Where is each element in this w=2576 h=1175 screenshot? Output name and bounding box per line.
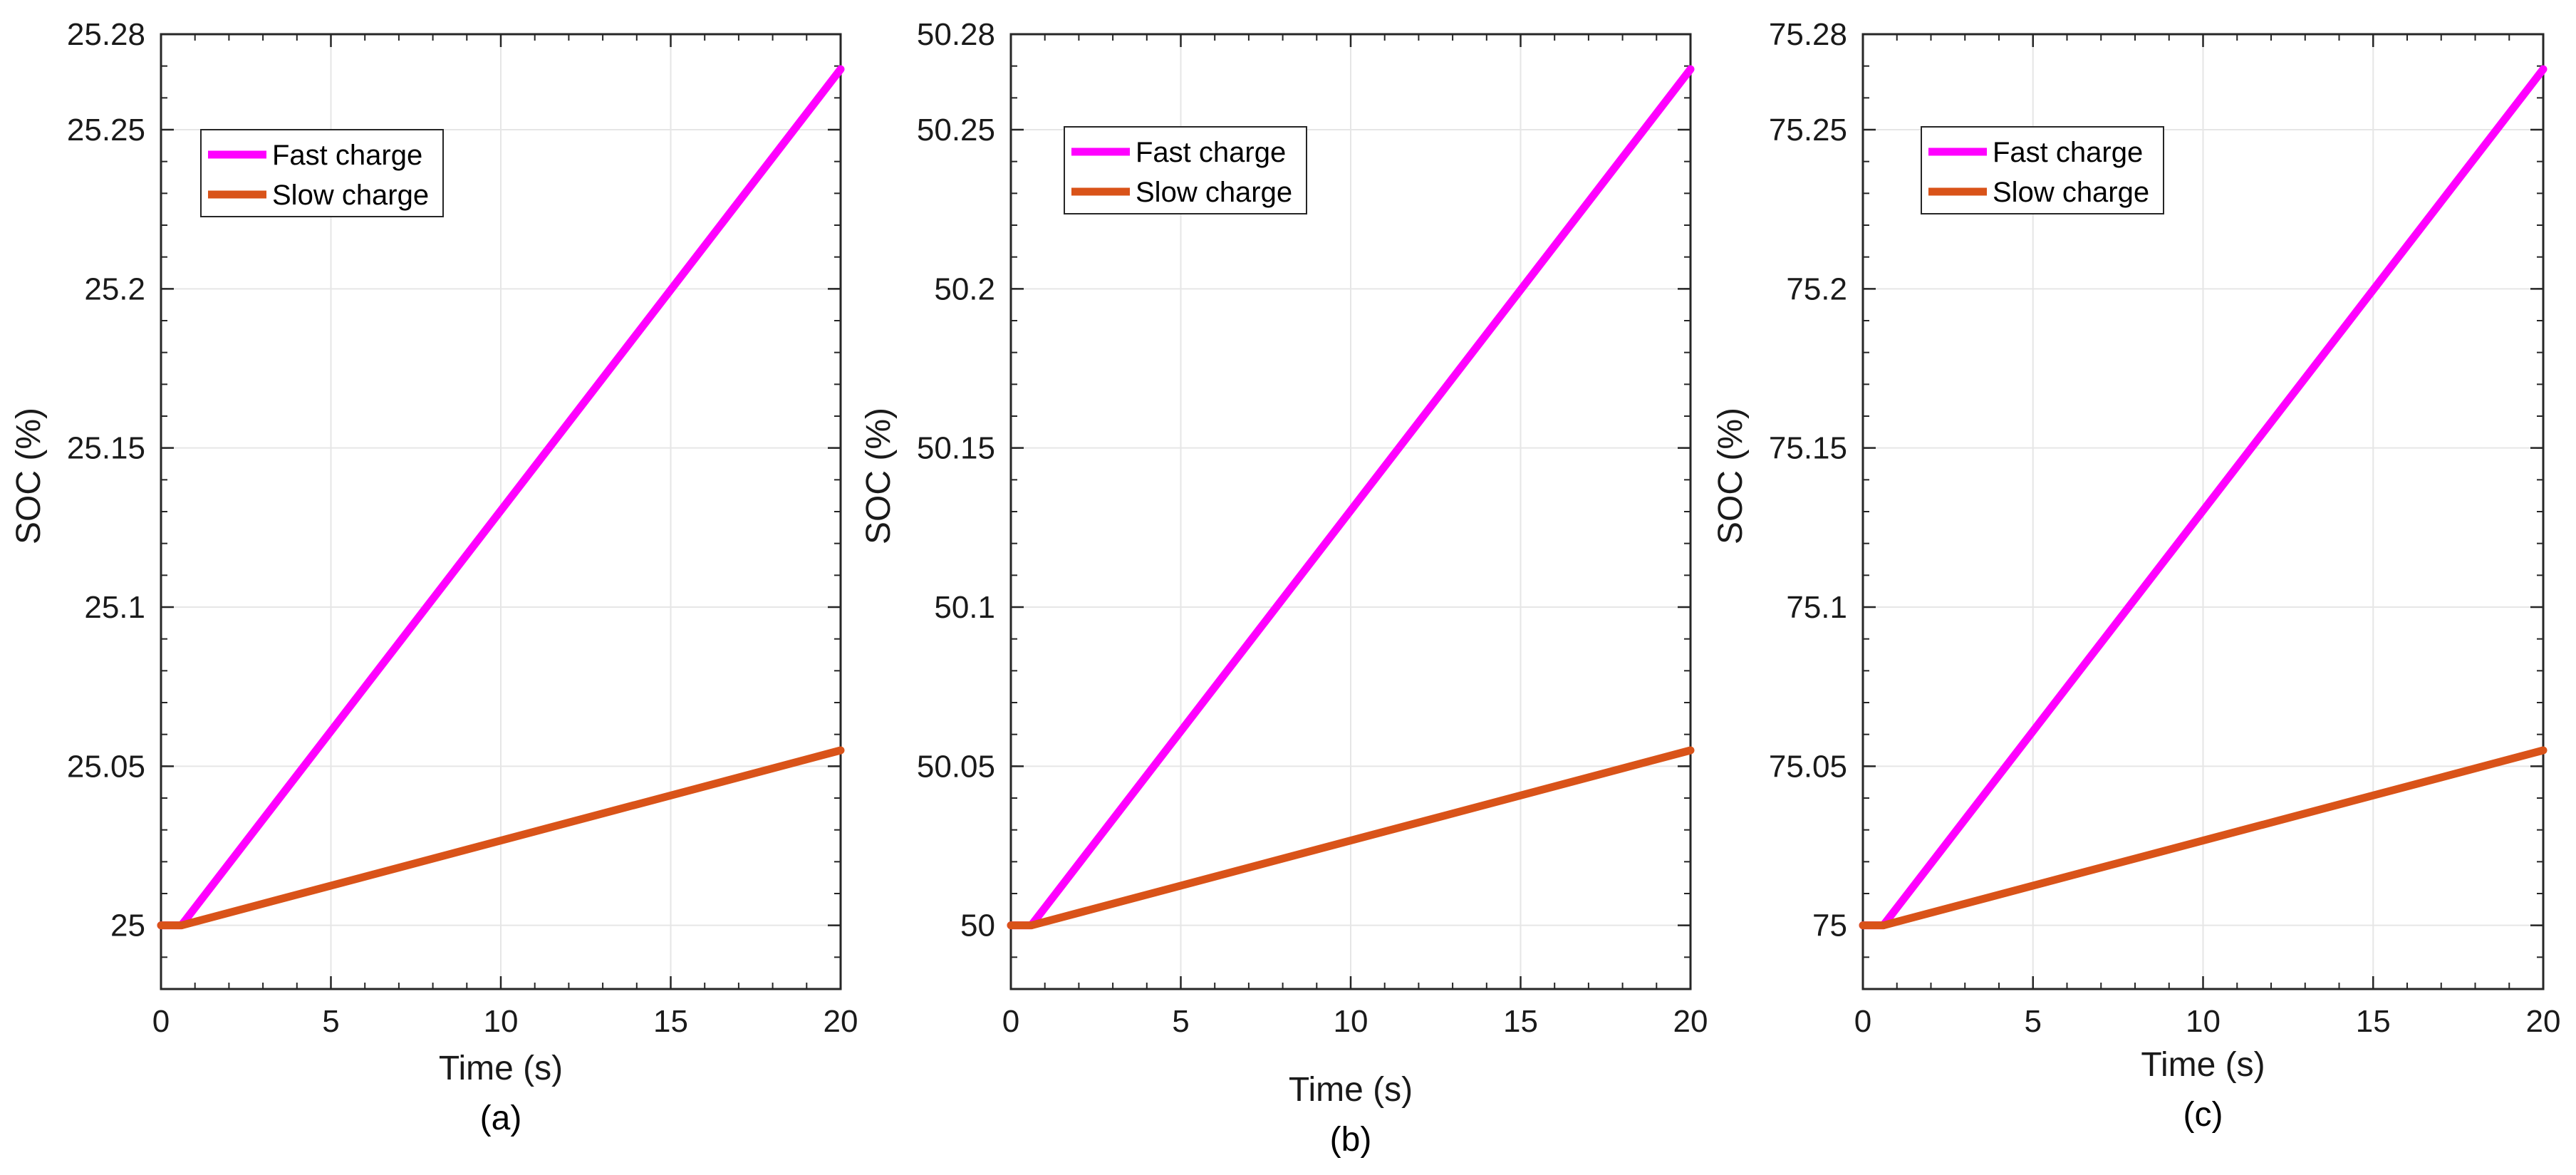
x-tick-label: 15: [2356, 1004, 2391, 1039]
y-axis-label: SOC (%): [1712, 408, 1750, 544]
legend-box: [200, 129, 444, 217]
legend: Fast charge Slow charge: [1921, 126, 2164, 214]
legend-entry-label: Slow charge: [272, 180, 429, 211]
y-tick-label: 25.05: [67, 749, 145, 784]
panel-caption: (b): [1330, 1121, 1372, 1159]
y-tick-label: 50.1: [934, 590, 995, 625]
y-tick-label: 75.25: [1769, 113, 1847, 147]
x-tick-label: 5: [2025, 1004, 2042, 1039]
axes-box: [1009, 33, 1692, 990]
x-tick-label: 0: [1002, 1004, 1019, 1039]
series-line-slow-charge: [1007, 746, 1695, 930]
legend-box: [1064, 126, 1307, 214]
legend-entry-label: Fast charge: [1136, 137, 1286, 168]
y-tick-label: 25.25: [67, 113, 145, 147]
x-tick-label: 10: [2186, 1004, 2221, 1039]
y-tick-label: 50.25: [917, 113, 995, 147]
y-tick-label: 50.15: [917, 431, 995, 466]
x-tick-label: 10: [1334, 1004, 1368, 1039]
legend-entry-label: Fast charge: [1993, 137, 2143, 168]
axes-box: [160, 33, 842, 990]
y-tick-label: 50: [960, 909, 995, 943]
x-tick-label: 0: [152, 1004, 170, 1039]
panel-caption: (a): [480, 1099, 522, 1137]
y-tick-label: 75.15: [1769, 431, 1847, 466]
x-axis-label: Time (s): [439, 1050, 563, 1087]
y-axis-label: SOC (%): [860, 408, 898, 544]
x-tick-label: 0: [1854, 1004, 1871, 1039]
y-tick-label: 25.15: [67, 431, 145, 466]
chart-panel-2: 0 5 10 15 20 50 50.05 50.1 50.15 50.2 50.25 50.28 Ti…: [860, 17, 1708, 1159]
legend: Fast charge Slow charge: [1064, 126, 1307, 214]
legend-entry-label: Fast charge: [272, 140, 422, 171]
x-tick-label: 5: [1172, 1004, 1189, 1039]
legend: Fast charge Slow charge: [200, 129, 444, 217]
y-tick-label: 25.2: [84, 271, 145, 306]
y-axis-label: SOC (%): [10, 408, 48, 544]
legend-box: [1921, 126, 2164, 214]
y-tick-label: 50.05: [917, 749, 995, 784]
y-tick-label: 75.2: [1786, 271, 1847, 306]
axes-box: [1861, 33, 2545, 990]
x-tick-label: 15: [1503, 1004, 1538, 1039]
y-tick-label: 25: [110, 909, 145, 943]
legend-entry-label: Slow charge: [1993, 177, 2149, 208]
y-tick-label: 50.28: [917, 17, 995, 52]
x-tick-label: 20: [2526, 1004, 2561, 1039]
x-tick-label: 20: [824, 1004, 858, 1039]
y-tick-label: 25.1: [84, 590, 145, 625]
y-tick-label: 75.05: [1769, 749, 1847, 784]
x-tick-label: 15: [653, 1004, 688, 1039]
x-tick-label: 5: [322, 1004, 339, 1039]
y-tick-label: 75: [1812, 909, 1847, 943]
chart-panel-1: 0 5 10 15 20 25 25.05 25.1 25.15 25.2 25.25 25.28 Ti…: [10, 17, 858, 1137]
x-tick-label: 10: [484, 1004, 519, 1039]
series-line-slow-charge: [157, 746, 845, 930]
x-axis-label: Time (s): [1289, 1071, 1413, 1109]
y-tick-label: 75.1: [1786, 590, 1847, 625]
legend-entry-label: Slow charge: [1136, 177, 1292, 208]
x-tick-label: 20: [1673, 1004, 1708, 1039]
y-tick-label: 25.28: [67, 17, 145, 52]
x-axis-label: Time (s): [2141, 1046, 2265, 1084]
series-line-slow-charge: [1859, 746, 2548, 930]
y-tick-label: 50.2: [934, 271, 995, 306]
panel-caption: (c): [2183, 1096, 2223, 1134]
y-tick-label: 75.28: [1769, 17, 1847, 52]
chart-panel-3: 0 5 10 15 20 75 75.05 75.1 75.15 75.2 75.25 75.28 Ti…: [1712, 17, 2560, 1134]
